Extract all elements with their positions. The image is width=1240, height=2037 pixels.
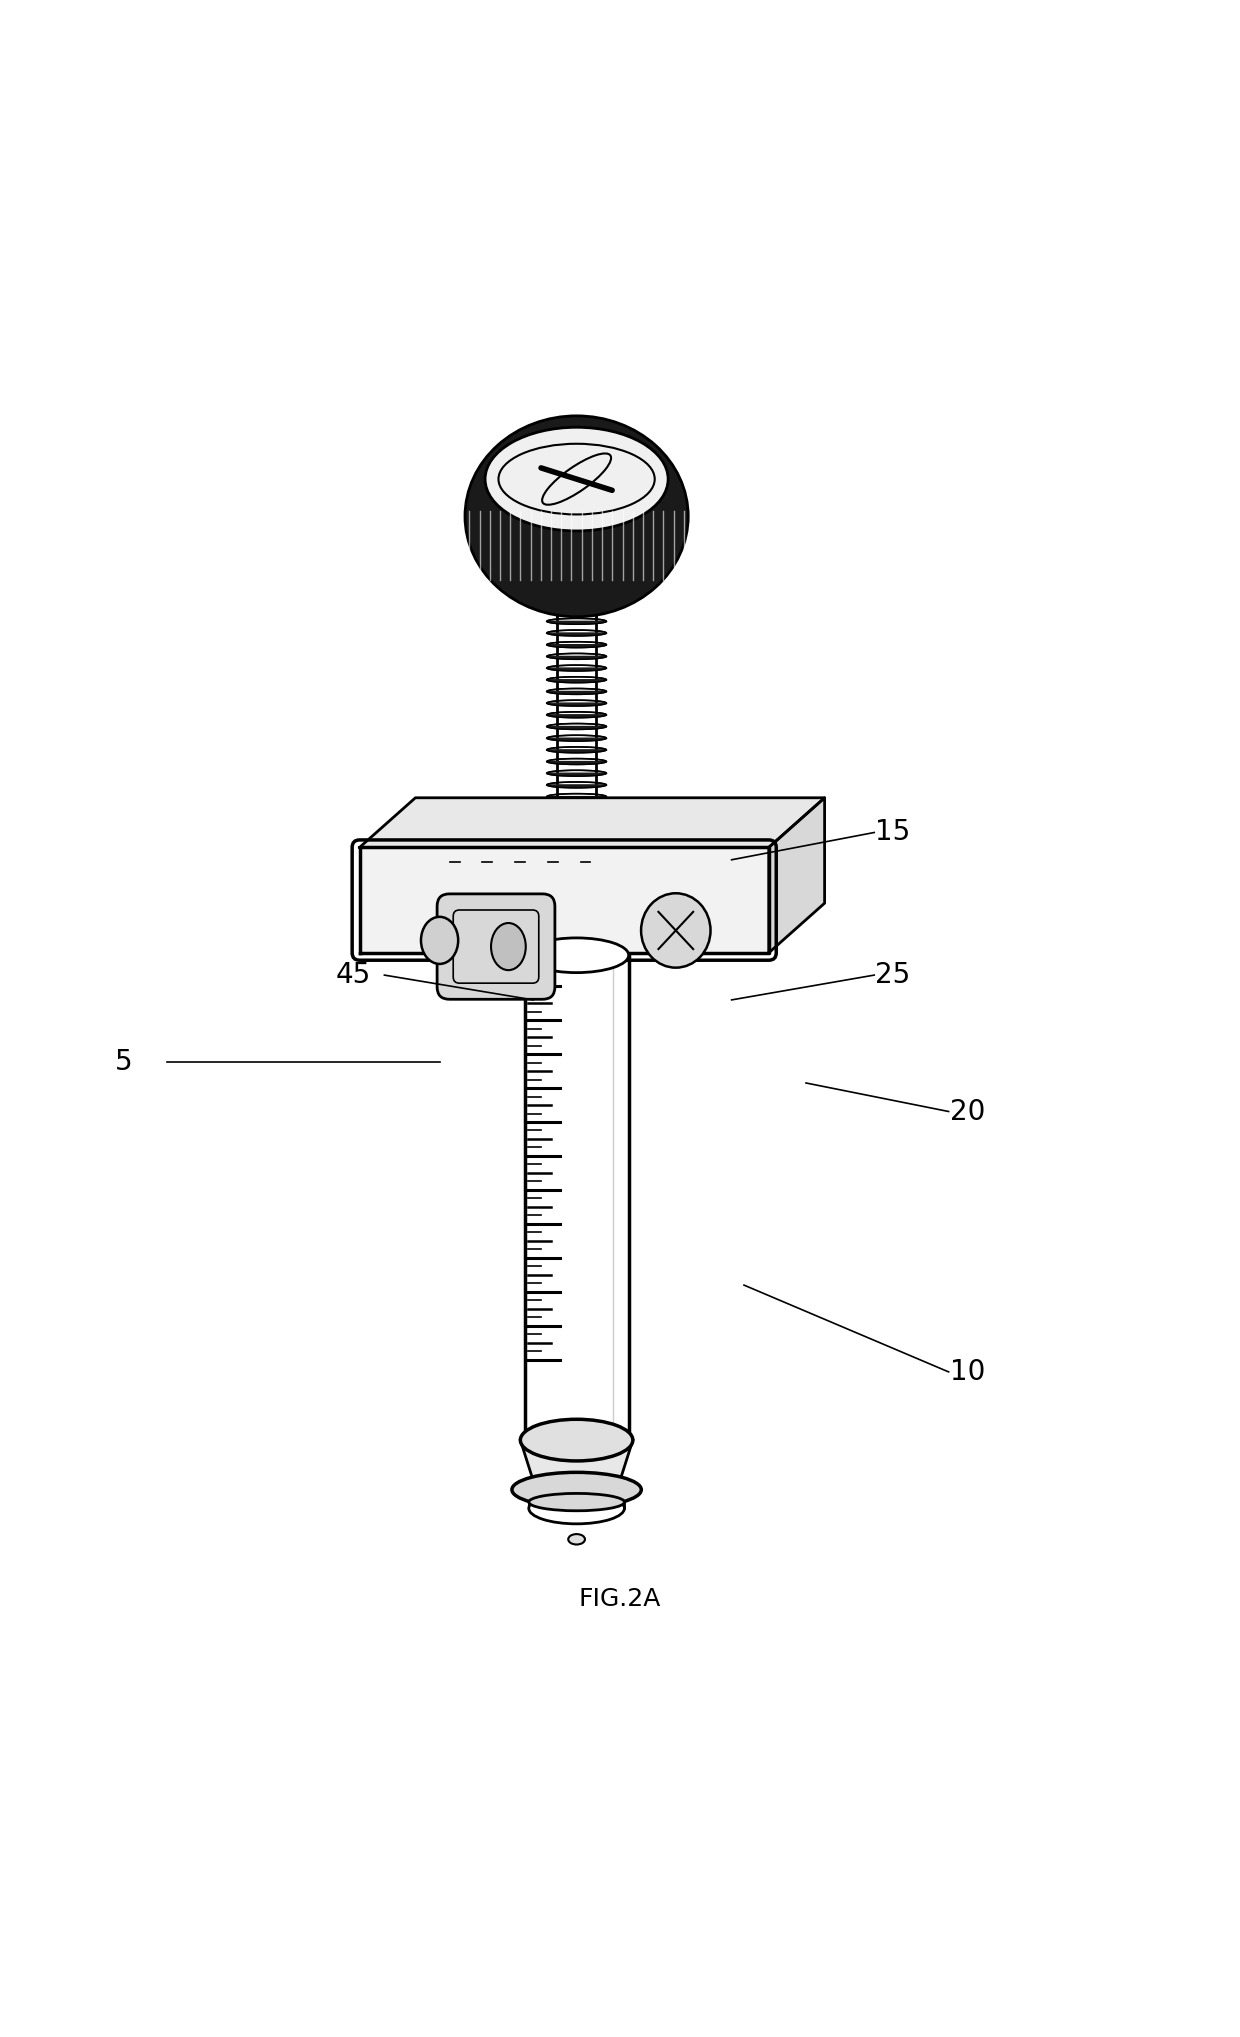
- Text: 45: 45: [336, 961, 371, 990]
- Polygon shape: [525, 955, 629, 1440]
- Polygon shape: [528, 1489, 625, 1507]
- Ellipse shape: [422, 917, 459, 964]
- Ellipse shape: [521, 1420, 632, 1461]
- Polygon shape: [360, 799, 825, 847]
- Ellipse shape: [512, 1473, 641, 1507]
- Polygon shape: [547, 750, 606, 754]
- Text: 25: 25: [875, 961, 910, 990]
- Polygon shape: [547, 621, 606, 623]
- Polygon shape: [547, 796, 606, 801]
- Text: 15: 15: [875, 819, 910, 847]
- Polygon shape: [547, 727, 606, 729]
- Text: 5: 5: [115, 1047, 133, 1076]
- Polygon shape: [547, 831, 606, 835]
- Polygon shape: [547, 646, 606, 648]
- Polygon shape: [769, 799, 825, 953]
- Polygon shape: [360, 847, 769, 953]
- Polygon shape: [547, 902, 606, 904]
- Polygon shape: [521, 1440, 632, 1489]
- Polygon shape: [547, 762, 606, 764]
- Polygon shape: [547, 821, 606, 823]
- Polygon shape: [547, 878, 606, 882]
- Polygon shape: [547, 691, 606, 695]
- Ellipse shape: [528, 1493, 625, 1524]
- Polygon shape: [547, 843, 606, 845]
- Polygon shape: [547, 680, 606, 682]
- Text: 20: 20: [950, 1098, 985, 1126]
- Polygon shape: [547, 703, 606, 707]
- Polygon shape: [547, 856, 606, 858]
- Ellipse shape: [525, 937, 629, 972]
- Polygon shape: [547, 668, 606, 670]
- Text: 10: 10: [950, 1359, 985, 1385]
- Polygon shape: [547, 809, 606, 811]
- FancyBboxPatch shape: [438, 894, 556, 1000]
- Polygon shape: [557, 554, 596, 615]
- Ellipse shape: [485, 428, 668, 532]
- Ellipse shape: [465, 416, 688, 617]
- Ellipse shape: [568, 1534, 585, 1544]
- Text: FIG.2A: FIG.2A: [579, 1587, 661, 1611]
- Ellipse shape: [528, 1493, 625, 1511]
- Polygon shape: [547, 913, 606, 917]
- Polygon shape: [547, 737, 606, 741]
- Ellipse shape: [641, 894, 711, 968]
- Polygon shape: [547, 656, 606, 660]
- Ellipse shape: [491, 923, 526, 970]
- Polygon shape: [547, 634, 606, 636]
- Polygon shape: [547, 715, 606, 717]
- Polygon shape: [547, 784, 606, 788]
- Polygon shape: [547, 866, 606, 870]
- Polygon shape: [547, 890, 606, 892]
- Polygon shape: [547, 774, 606, 776]
